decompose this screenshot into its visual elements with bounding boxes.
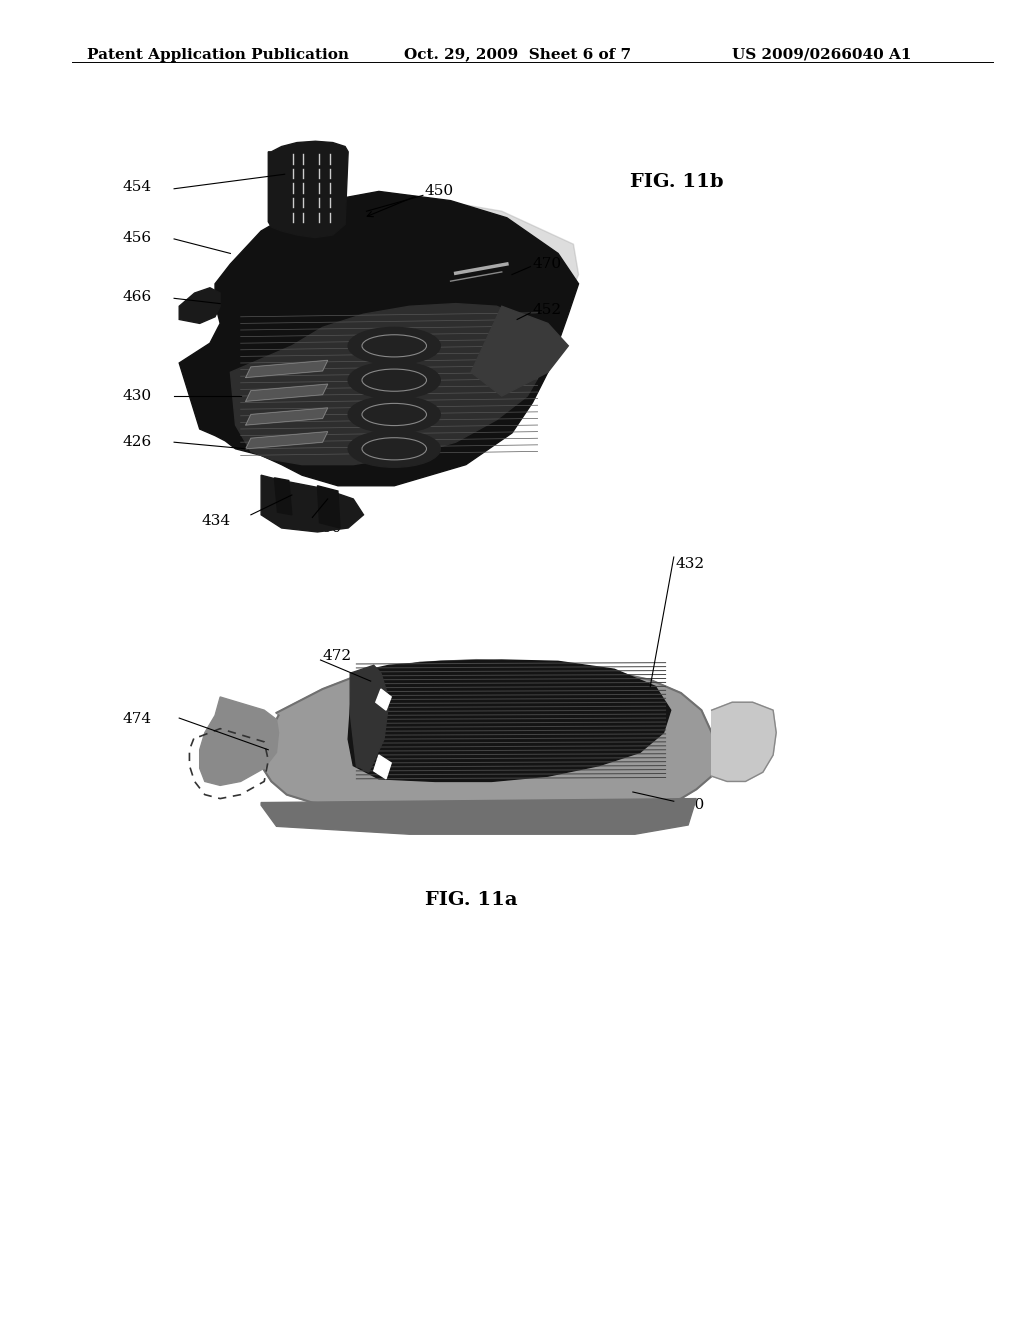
Polygon shape <box>268 141 348 238</box>
Text: 434: 434 <box>202 515 230 528</box>
Text: 456: 456 <box>123 231 152 244</box>
Polygon shape <box>179 288 220 323</box>
Polygon shape <box>374 755 391 779</box>
Ellipse shape <box>348 430 440 467</box>
Text: 420: 420 <box>676 799 706 812</box>
Polygon shape <box>261 475 364 532</box>
Ellipse shape <box>348 327 440 364</box>
Text: FIG. 11a: FIG. 11a <box>425 891 517 909</box>
Polygon shape <box>200 697 279 785</box>
Text: 474: 474 <box>123 713 152 726</box>
Polygon shape <box>712 702 776 781</box>
Text: 460: 460 <box>312 521 342 535</box>
Polygon shape <box>376 689 391 710</box>
Text: US 2009/0266040 A1: US 2009/0266040 A1 <box>732 48 911 62</box>
Text: 472: 472 <box>323 649 351 663</box>
Polygon shape <box>261 799 696 834</box>
Polygon shape <box>258 660 717 808</box>
Text: 450: 450 <box>425 185 454 198</box>
Text: FIG. 11b: FIG. 11b <box>630 173 723 191</box>
Text: 430: 430 <box>123 389 152 403</box>
Text: 454: 454 <box>123 181 152 194</box>
Ellipse shape <box>348 362 440 399</box>
Text: Patent Application Publication: Patent Application Publication <box>87 48 349 62</box>
Text: 470: 470 <box>532 257 561 271</box>
Text: 432: 432 <box>676 557 705 570</box>
Polygon shape <box>179 191 579 486</box>
Polygon shape <box>184 195 579 383</box>
Polygon shape <box>246 360 328 378</box>
Polygon shape <box>246 432 328 449</box>
Polygon shape <box>274 478 292 515</box>
Polygon shape <box>471 306 568 396</box>
Polygon shape <box>350 665 389 772</box>
Polygon shape <box>317 486 340 528</box>
Polygon shape <box>246 408 328 425</box>
Text: Oct. 29, 2009  Sheet 6 of 7: Oct. 29, 2009 Sheet 6 of 7 <box>404 48 632 62</box>
Text: 426: 426 <box>122 436 152 449</box>
Text: 452: 452 <box>532 304 561 317</box>
Polygon shape <box>246 384 328 401</box>
Polygon shape <box>348 660 671 781</box>
Text: 466: 466 <box>122 290 152 304</box>
Ellipse shape <box>348 396 440 433</box>
Polygon shape <box>230 304 548 465</box>
